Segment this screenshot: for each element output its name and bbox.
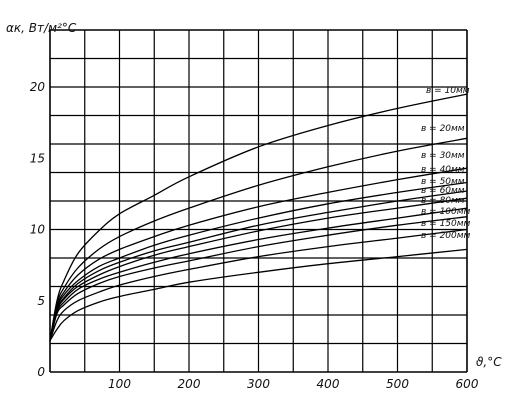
series-line xyxy=(49,207,468,341)
series-lines xyxy=(49,93,468,341)
series-line xyxy=(49,228,468,341)
series-label: в = 20мм xyxy=(421,124,465,134)
x-tick-label: 100 xyxy=(108,377,131,391)
y-tick-label: 0 xyxy=(37,365,45,379)
y-tick-label: 20 xyxy=(30,80,46,94)
series-label: в = 200мм xyxy=(421,231,471,241)
y-tick-label: 5 xyxy=(37,294,45,308)
series-label: в = 100мм xyxy=(421,207,471,217)
series-line xyxy=(49,137,468,341)
y-tick-label: 15 xyxy=(30,151,45,165)
series-label: в = 150мм xyxy=(421,219,471,229)
series-line xyxy=(49,167,468,341)
x-tick-label: 200 xyxy=(178,377,201,391)
series-labels: в = 10мм в = 20мм в = 30мм в = 40мм в = 50мм… xyxy=(421,86,471,241)
series-line xyxy=(49,181,468,341)
series-line xyxy=(49,248,468,341)
series-label: в = 60мм xyxy=(421,186,465,196)
series-line xyxy=(49,93,468,341)
x-tick-label: 300 xyxy=(247,377,270,391)
x-tick-label: 400 xyxy=(317,377,340,391)
x-tick-label: 600 xyxy=(456,377,479,391)
series-label: в = 30мм xyxy=(421,151,465,161)
series-line xyxy=(49,216,468,341)
series-label: в = 10мм xyxy=(426,86,470,96)
series-label: в = 50мм xyxy=(421,177,465,187)
y-tick-label: 10 xyxy=(30,223,46,237)
series-line xyxy=(49,197,468,341)
series-line xyxy=(49,190,468,341)
x-tick-label: 500 xyxy=(386,377,409,391)
grid xyxy=(49,29,468,373)
series-label: в = 80мм xyxy=(421,196,465,206)
tick-labels: 100 200 300 400 500 600 0 5 10 15 20 xyxy=(30,80,479,391)
x-axis-label: ϑ,°С xyxy=(476,355,502,369)
series-label: в = 40мм xyxy=(421,165,465,175)
y-axis-label: αк, Вт/м²°С xyxy=(6,21,77,35)
